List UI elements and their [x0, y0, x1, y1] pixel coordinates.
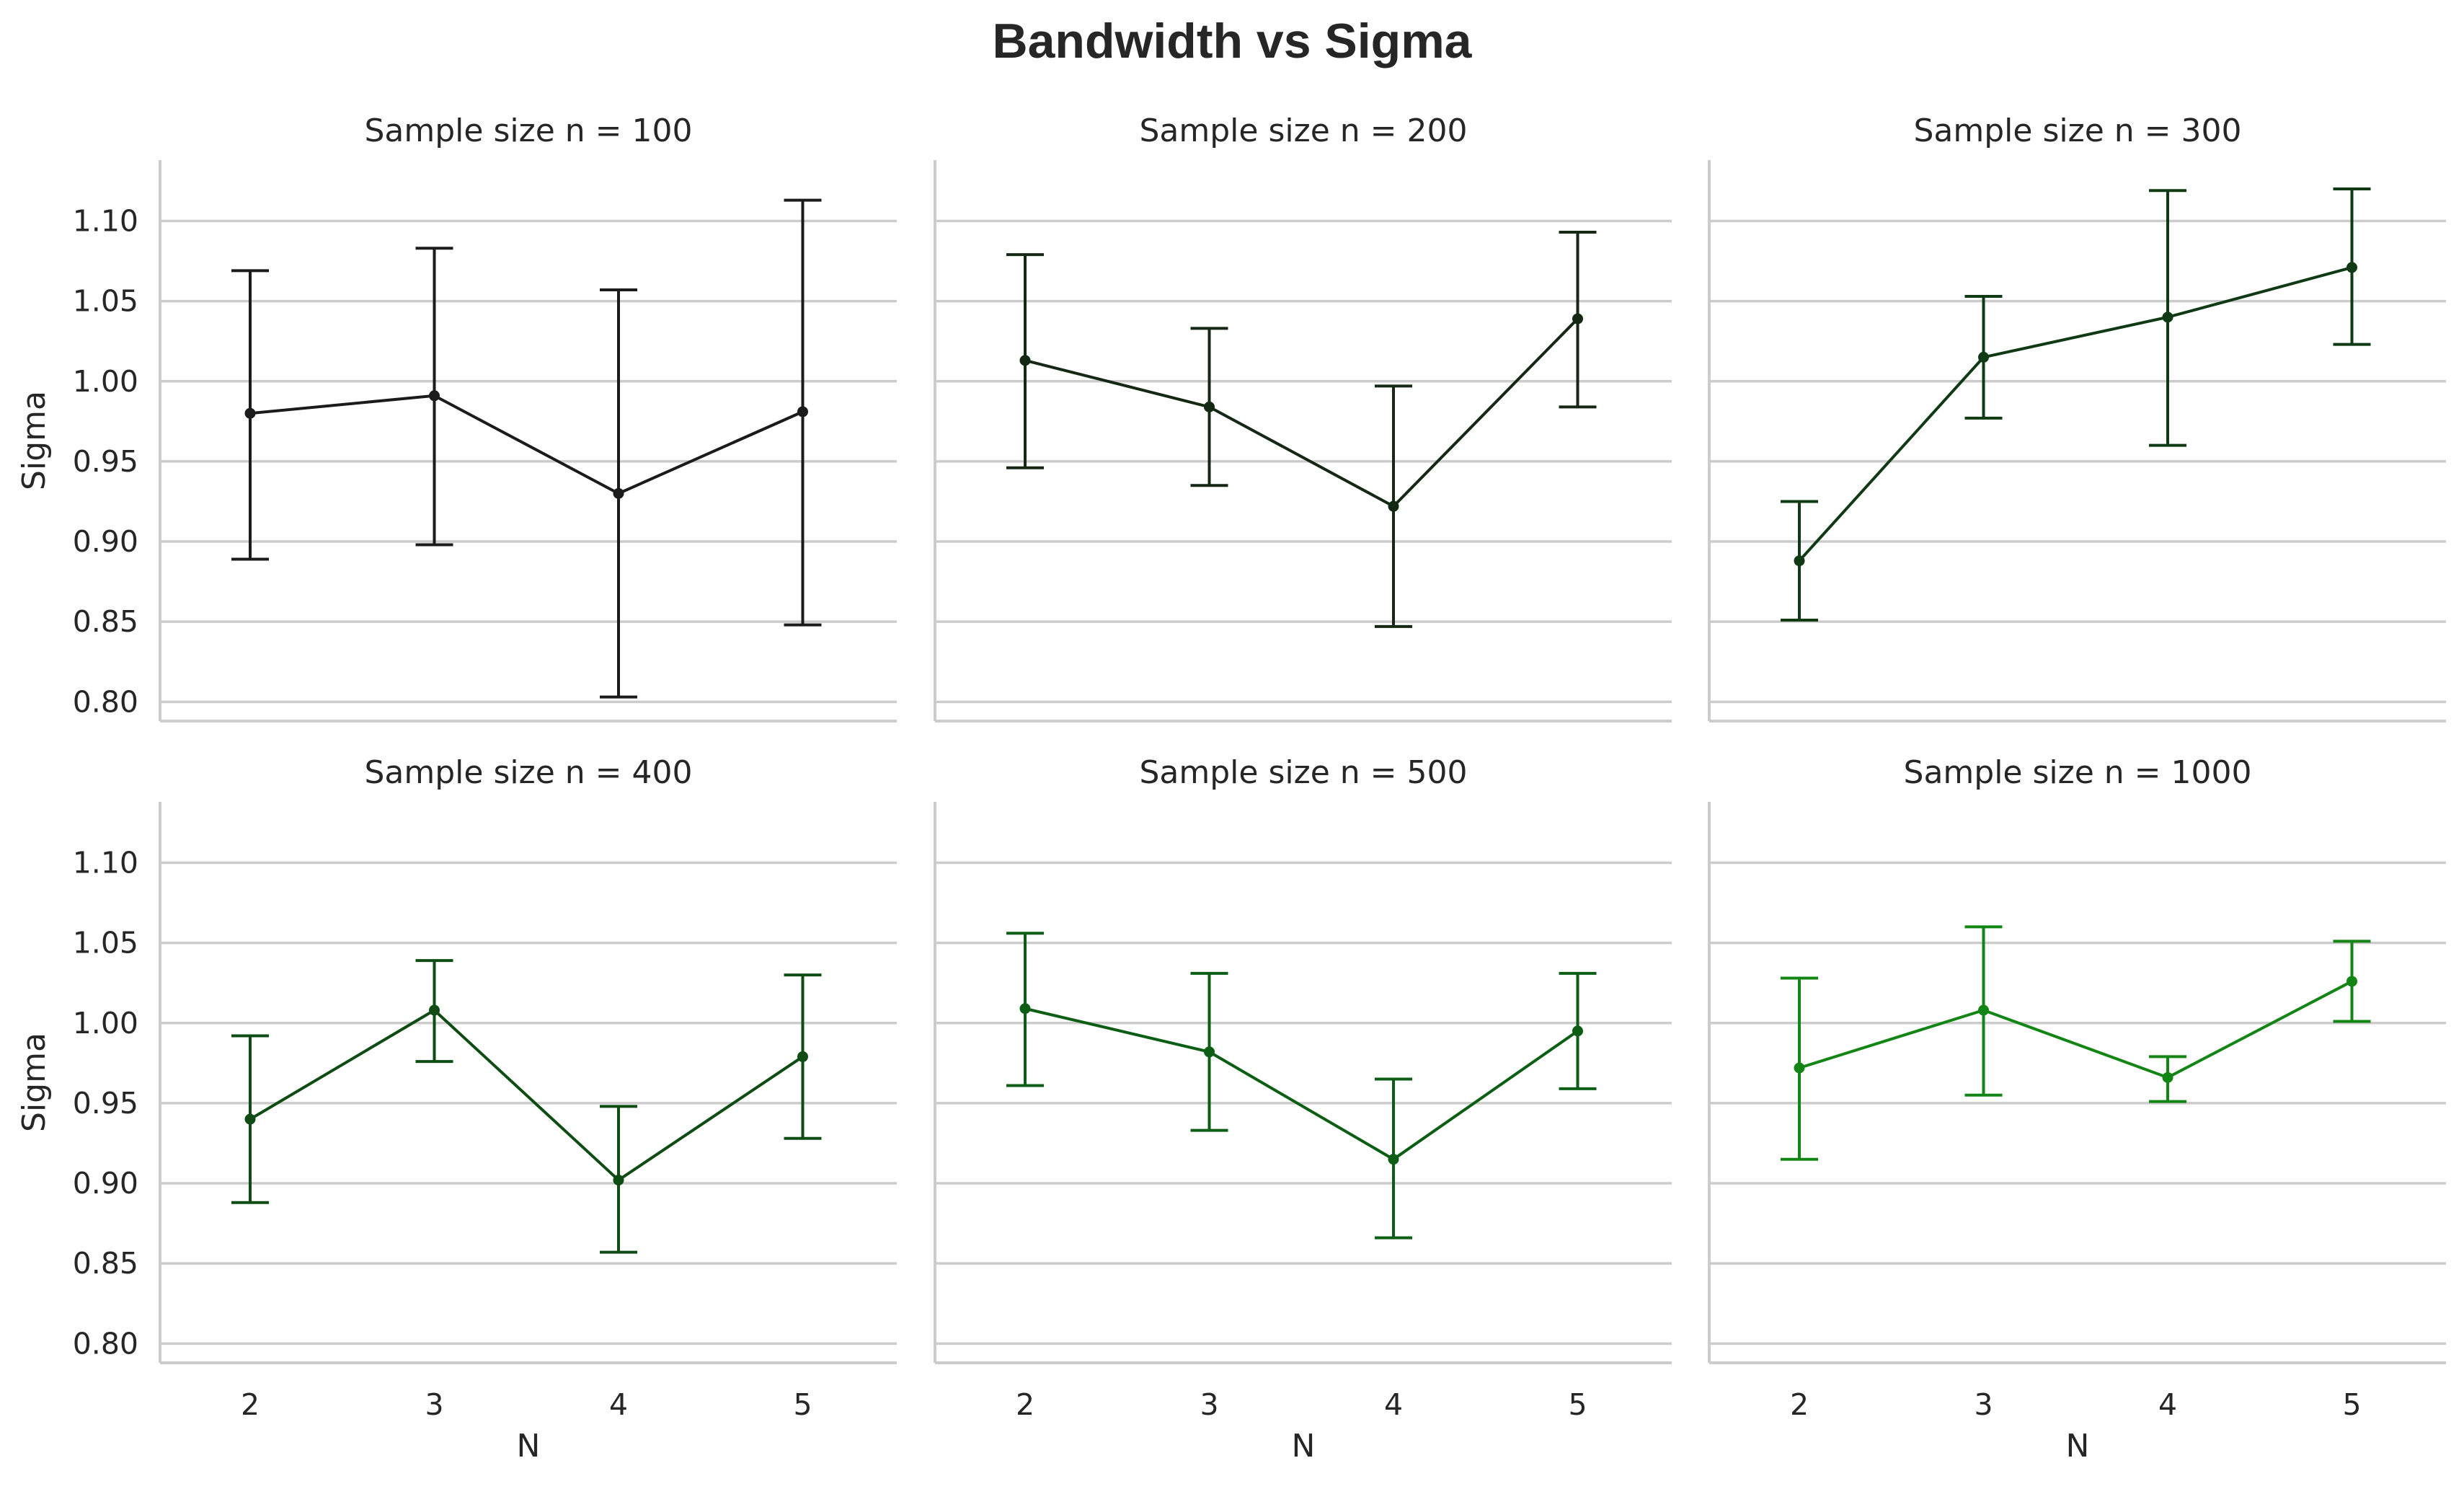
x-tick-label: 2	[241, 1387, 260, 1422]
y-tick-label: 1.05	[73, 284, 138, 319]
panel-1: Sample size n = 100 0.80 0.85 0.90 0.95 1.00 1…	[16, 112, 897, 723]
data-point	[1794, 1062, 1805, 1074]
y-tick-label: 0.90	[73, 524, 138, 559]
y-tick-label: 0.85	[73, 1246, 138, 1281]
data-point	[2346, 976, 2357, 987]
data-point	[1204, 1046, 1215, 1058]
x-axis-label: N	[517, 1428, 541, 1464]
x-tick-label: 5	[2342, 1387, 2361, 1422]
y-tick-label: 1.05	[73, 926, 138, 960]
data-point	[1572, 1025, 1583, 1037]
data-point	[1388, 1154, 1399, 1165]
data-point	[244, 1113, 256, 1125]
y-tick-label: 1.00	[73, 1006, 138, 1040]
x-tick-label: 2	[1016, 1387, 1034, 1422]
x-tick-label: 3	[425, 1387, 443, 1422]
data-point	[1978, 351, 1989, 363]
panel-2: Sample size n = 200	[934, 112, 1672, 723]
y-tick-label: 0.80	[73, 1326, 138, 1361]
series-line	[1024, 1007, 1579, 1162]
y-tick-label: 0.90	[73, 1166, 138, 1201]
facet-grid: Sample size n = 100 0.80 0.85 0.90 0.95 1.00 1…	[16, 112, 2446, 1464]
y-tick-label: 0.85	[73, 604, 138, 639]
data-point	[1572, 313, 1583, 324]
data-point	[2162, 312, 2173, 323]
x-tick-label: 4	[2158, 1387, 2177, 1422]
data-point	[2162, 1072, 2173, 1083]
series-line	[249, 394, 804, 495]
panel-title: Sample size n = 300	[1914, 112, 2242, 149]
panel-title: Sample size n = 100	[365, 112, 693, 149]
y-tick-label: 0.95	[73, 444, 138, 479]
data-point	[429, 390, 440, 402]
data-point	[1019, 1003, 1031, 1015]
panel-6: Sample size n = 1000 2 3 4 5 N	[1708, 754, 2446, 1464]
x-tick-label: 5	[793, 1387, 812, 1422]
data-point	[2346, 262, 2357, 273]
panel-title: Sample size n = 1000	[1904, 754, 2252, 791]
data-point	[1388, 500, 1399, 512]
series-line	[1798, 266, 2353, 562]
series-line	[1024, 317, 1579, 508]
data-point	[797, 406, 808, 417]
x-tick-label: 2	[1790, 1387, 1809, 1422]
x-tick-label: 4	[609, 1387, 628, 1422]
panel-title: Sample size n = 500	[1140, 754, 1468, 791]
data-point	[1019, 355, 1031, 366]
chart-title: Bandwidth vs Sigma	[993, 14, 1473, 69]
x-tick-label: 3	[1200, 1387, 1218, 1422]
series-line	[249, 1008, 804, 1183]
x-axis-label: N	[1292, 1428, 1316, 1464]
y-tick-label: 1.10	[73, 845, 138, 880]
series-line	[1799, 980, 2353, 1079]
y-tick-label: 0.80	[73, 684, 138, 719]
data-point	[613, 1175, 624, 1186]
y-axis-label: Sigma	[16, 391, 53, 490]
panel-title: Sample size n = 400	[365, 754, 693, 791]
x-tick-label: 4	[1384, 1387, 1403, 1422]
y-tick-label: 1.00	[73, 364, 138, 399]
y-axis-label: Sigma	[16, 1033, 53, 1132]
y-tick-label: 0.95	[73, 1086, 138, 1121]
data-point	[1794, 555, 1805, 567]
x-tick-label: 5	[1568, 1387, 1587, 1422]
panel-3: Sample size n = 300	[1708, 112, 2446, 723]
data-point	[244, 407, 256, 419]
data-point	[1204, 401, 1215, 412]
panel-5: Sample size n = 500 2 3 4 5 N	[934, 754, 1672, 1464]
data-point	[429, 1004, 440, 1016]
panel-title: Sample size n = 200	[1140, 112, 1468, 149]
data-point	[797, 1051, 808, 1062]
panel-4: Sample size n = 400 0.80 0.85 0.90 0.95 1.00 1…	[16, 754, 897, 1464]
x-axis-label: N	[2066, 1428, 2090, 1464]
data-point	[613, 487, 624, 499]
x-tick-label: 3	[1974, 1387, 1993, 1422]
y-tick-label: 1.10	[73, 203, 138, 238]
data-point	[1978, 1004, 1989, 1016]
